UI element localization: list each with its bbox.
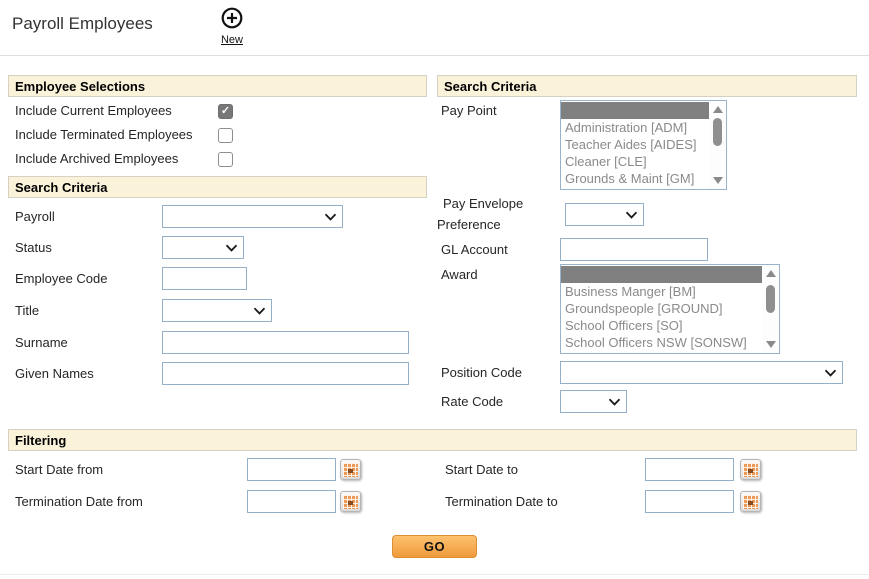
checkbox-label-current: Include Current Employees [15, 103, 172, 118]
start-date-to-input[interactable] [645, 458, 734, 481]
circle-plus-icon [212, 6, 252, 30]
rate-code-select[interactable] [560, 390, 627, 413]
rate-code-label: Rate Code [441, 394, 504, 409]
pay-point-options: Administration [ADM] Teacher Aides [AIDE… [561, 101, 709, 189]
gl-account-input[interactable] [560, 238, 708, 261]
chevron-down-icon [324, 208, 337, 226]
employee-selections-header: Employee Selections [8, 75, 427, 97]
award-label: Award [441, 267, 478, 282]
list-option[interactable]: Groundspeople [GROUND] [565, 301, 723, 316]
calendar-icon [743, 494, 758, 509]
position-code-label: Position Code [441, 365, 522, 380]
payroll-select[interactable] [162, 205, 343, 228]
status-select[interactable] [162, 236, 244, 259]
start-date-to-calendar-button[interactable] [740, 459, 761, 480]
list-option-selected[interactable] [561, 266, 762, 283]
checkbox-include-current-employees[interactable] [218, 104, 233, 119]
go-button[interactable]: GO [392, 535, 477, 558]
list-option[interactable]: Cleaner [CLE] [565, 154, 647, 169]
gl-account-label: GL Account [441, 242, 508, 257]
given-names-input[interactable] [162, 362, 409, 385]
scrollbar[interactable] [762, 265, 779, 353]
termination-date-from-input[interactable] [247, 490, 336, 513]
chevron-down-icon [253, 302, 266, 320]
chevron-down-icon [625, 206, 638, 224]
title-field-label: Title [15, 303, 40, 318]
termination-date-to-label: Termination Date to [445, 494, 558, 509]
scroll-up-arrow-icon[interactable] [765, 270, 776, 277]
award-options: Business Manger [BM] Groundspeople [GROU… [561, 265, 762, 353]
start-date-from-input[interactable] [247, 458, 336, 481]
header-divider [0, 55, 869, 56]
start-date-to-label: Start Date to [445, 462, 518, 477]
search-criteria-right-header: Search Criteria [437, 75, 857, 97]
page-title: Payroll Employees [12, 14, 153, 33]
surname-label: Surname [15, 335, 68, 350]
scroll-down-arrow-icon[interactable] [765, 341, 776, 348]
start-date-from-label: Start Date from [15, 462, 104, 477]
pay-envelope-label-line2: Preference [437, 217, 501, 232]
pay-point-listbox[interactable]: Administration [ADM] Teacher Aides [AIDE… [560, 100, 727, 190]
calendar-icon [743, 462, 758, 477]
scrollbar-thumb[interactable] [766, 285, 775, 313]
termination-date-to-calendar-button[interactable] [740, 491, 761, 512]
search-criteria-left-header: Search Criteria [8, 176, 427, 198]
pay-envelope-preference-select[interactable] [565, 203, 644, 226]
termination-date-from-calendar-button[interactable] [340, 491, 361, 512]
checkbox-include-terminated-employees[interactable] [218, 128, 233, 143]
scrollbar-thumb[interactable] [713, 118, 722, 146]
scrollbar[interactable] [709, 101, 726, 189]
termination-date-from-label: Termination Date from [15, 494, 143, 509]
start-date-from-calendar-button[interactable] [340, 459, 361, 480]
given-names-label: Given Names [15, 366, 94, 381]
scrollbar-track[interactable] [762, 277, 779, 341]
calendar-icon [343, 462, 358, 477]
chevron-down-icon [225, 239, 238, 257]
position-code-select[interactable] [560, 361, 843, 384]
new-button[interactable]: New [212, 6, 252, 48]
list-option-selected[interactable] [561, 102, 709, 119]
award-listbox[interactable]: Business Manger [BM] Groundspeople [GROU… [560, 264, 780, 354]
checkbox-label-archived: Include Archived Employees [15, 151, 179, 166]
list-option[interactable]: School Officers NSW [SONSW] [565, 335, 747, 350]
list-option[interactable]: Business Manger [BM] [565, 284, 696, 299]
checkbox-include-archived-employees[interactable] [218, 152, 233, 167]
chevron-down-icon [824, 364, 837, 382]
new-button-label: New [220, 34, 243, 46]
chevron-down-icon [608, 393, 621, 411]
scrollbar-track[interactable] [709, 113, 726, 177]
list-option[interactable]: Administration [ADM] [565, 120, 688, 135]
list-option[interactable]: School Officers [SO] [565, 318, 683, 333]
status-label: Status [15, 240, 52, 255]
scroll-up-arrow-icon[interactable] [712, 106, 723, 113]
filtering-header: Filtering [8, 429, 857, 451]
surname-input[interactable] [162, 331, 409, 354]
list-option[interactable]: Teacher Aides [AIDES] [565, 137, 697, 152]
scroll-down-arrow-icon[interactable] [712, 177, 723, 184]
checkbox-label-terminated: Include Terminated Employees [15, 127, 193, 142]
termination-date-to-input[interactable] [645, 490, 734, 513]
employee-code-input[interactable] [162, 267, 247, 290]
employee-code-label: Employee Code [15, 271, 108, 286]
pay-envelope-label-line1: Pay Envelope [443, 196, 524, 211]
pay-point-label: Pay Point [441, 103, 497, 118]
payroll-label: Payroll [15, 209, 55, 224]
footer-divider [0, 574, 869, 575]
title-select[interactable] [162, 299, 272, 322]
calendar-icon [343, 494, 358, 509]
list-option[interactable]: Grounds & Maint [GM] [565, 171, 695, 186]
